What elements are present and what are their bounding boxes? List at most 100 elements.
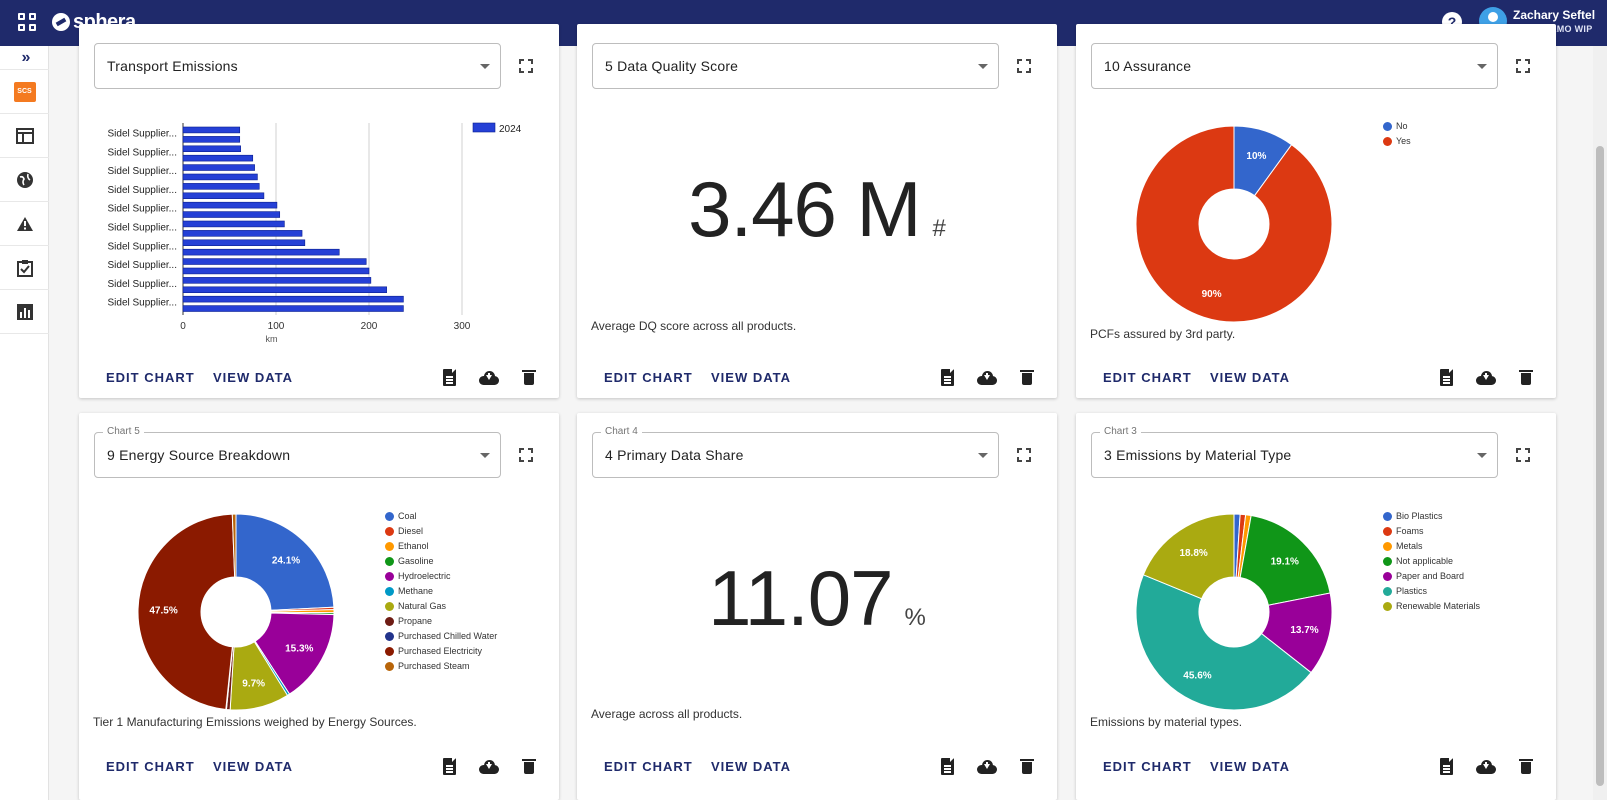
legend-item[interactable]: Natural Gas [385,601,446,611]
legend-item[interactable]: Purchased Electricity [385,646,482,656]
document-icon[interactable] [941,369,954,386]
sidebar-item-globe[interactable] [0,158,49,202]
legend-item[interactable]: Ethanol [385,541,429,551]
bar[interactable] [182,295,404,303]
fullscreen-icon[interactable] [1017,448,1031,462]
fullscreen-icon[interactable] [519,448,533,462]
legend-item[interactable]: Gasoline [385,556,434,566]
delete-icon[interactable] [1020,759,1034,774]
sidebar-expand-button[interactable]: » [0,46,49,70]
chart-select-primary-data[interactable]: Chart 4 4 Primary Data Share [592,426,999,478]
pie-slice[interactable] [1239,514,1331,606]
sidebar-item-tasks[interactable] [0,246,49,290]
edit-chart-button[interactable]: EDIT CHART [106,370,195,385]
fullscreen-icon[interactable] [1017,59,1031,73]
bar[interactable] [182,126,241,134]
view-data-button[interactable]: VIEW DATA [1210,759,1291,774]
bar[interactable] [182,305,404,312]
edit-chart-button[interactable]: EDIT CHART [604,759,693,774]
legend-item[interactable]: Renewable Materials [1383,601,1480,611]
legend-item[interactable]: No [1383,121,1408,131]
bar[interactable] [182,220,285,228]
bar[interactable] [182,248,340,256]
pie-slice[interactable] [137,513,236,711]
delete-icon[interactable] [1519,759,1533,774]
pie-slice[interactable] [231,513,237,578]
fullscreen-icon[interactable] [1516,59,1530,73]
sidebar-item-scs[interactable]: SCS [0,70,49,114]
legend-item[interactable]: Metals [1383,541,1423,551]
cloud-download-icon[interactable] [1476,760,1496,774]
edit-chart-button[interactable]: EDIT CHART [604,370,693,385]
legend-item[interactable]: Coal [385,511,417,521]
delete-icon[interactable] [522,370,536,385]
bar[interactable] [182,183,260,190]
delete-icon[interactable] [522,759,536,774]
legend-item[interactable]: Plastics [1383,586,1427,596]
delete-icon[interactable] [1519,370,1533,385]
chart-select-energy[interactable]: Chart 5 9 Energy Source Breakdown [94,426,501,478]
pie-slice[interactable] [1142,513,1235,600]
pie-slice[interactable] [1135,574,1312,711]
document-icon[interactable] [443,758,456,775]
bar[interactable] [182,173,258,181]
view-data-button[interactable]: VIEW DATA [711,759,792,774]
bar[interactable] [182,201,278,209]
document-icon[interactable] [443,369,456,386]
bar[interactable] [182,192,265,200]
bar[interactable] [182,211,281,218]
legend-item[interactable]: Paper and Board [1383,571,1464,581]
cloud-download-icon[interactable] [977,371,997,385]
chart-select-assurance[interactable]: 10 Assurance [1091,43,1498,89]
page-scrollbar[interactable] [1593,46,1607,800]
pie-slice[interactable] [235,513,335,611]
bar[interactable] [182,164,255,171]
legend-item[interactable]: Hydroelectric [385,571,451,581]
app-grid-icon[interactable] [18,13,38,33]
bar[interactable] [182,286,387,294]
legend-item[interactable]: Bio Plastics [1383,511,1443,521]
document-icon[interactable] [1440,758,1453,775]
chart-select-data-quality[interactable]: 5 Data Quality Score [592,43,999,89]
legend-item[interactable]: Purchased Chilled Water [385,631,497,641]
document-icon[interactable] [1440,369,1453,386]
bar[interactable] [182,136,241,143]
bar[interactable] [182,230,303,237]
legend-item[interactable]: Propane [385,616,432,626]
bar[interactable] [182,258,367,265]
chart-select-material[interactable]: Chart 3 3 Emissions by Material Type [1091,426,1498,478]
view-data-button[interactable]: VIEW DATA [213,759,294,774]
delete-icon[interactable] [1020,370,1034,385]
legend-item[interactable]: Not applicable [1383,556,1453,566]
fullscreen-icon[interactable] [519,59,533,73]
fullscreen-icon[interactable] [1516,448,1530,462]
bar[interactable] [182,277,372,284]
view-data-button[interactable]: VIEW DATA [213,370,294,385]
user-name[interactable]: Zachary Seftel [1513,8,1596,22]
bar[interactable] [182,239,306,247]
legend-item[interactable]: Diesel [385,526,423,536]
bar[interactable] [182,267,370,275]
cloud-download-icon[interactable] [1476,371,1496,385]
bar[interactable] [182,145,241,152]
cloud-download-icon[interactable] [977,760,997,774]
view-data-button[interactable]: VIEW DATA [711,370,792,385]
chart-select-transport[interactable]: Transport Emissions [94,43,501,89]
edit-chart-button[interactable]: EDIT CHART [106,759,195,774]
sidebar-item-dashboard[interactable] [0,114,49,158]
legend-item[interactable]: Purchased Steam [385,661,470,671]
view-data-button[interactable]: VIEW DATA [1210,370,1291,385]
pie-slice[interactable] [1135,125,1333,323]
scrollbar-thumb[interactable] [1596,146,1604,786]
legend-item[interactable]: Yes [1383,136,1411,146]
cloud-download-icon[interactable] [479,371,499,385]
sidebar-item-reports[interactable] [0,290,49,334]
legend-item[interactable]: Methane [385,586,433,596]
bar[interactable] [182,154,254,162]
edit-chart-button[interactable]: EDIT CHART [1103,370,1192,385]
cloud-download-icon[interactable] [479,760,499,774]
sidebar-item-alerts[interactable] [0,202,49,246]
edit-chart-button[interactable]: EDIT CHART [1103,759,1192,774]
pie-slice[interactable] [254,612,335,695]
document-icon[interactable] [941,758,954,775]
